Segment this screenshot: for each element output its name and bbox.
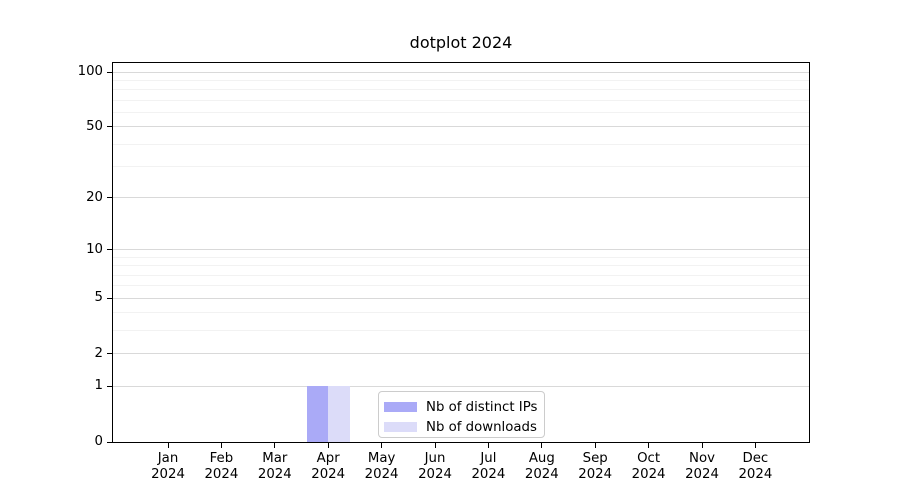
x-tick-month: May xyxy=(367,451,396,466)
y-tick-mark xyxy=(107,249,112,251)
x-tick-label: Nov 2024 xyxy=(670,451,734,483)
x-tick-mark xyxy=(220,443,222,448)
x-tick-label: Feb 2024 xyxy=(189,451,253,483)
y-tick-mark xyxy=(107,197,112,199)
x-tick-month: Jun xyxy=(424,451,446,466)
minor-gridline xyxy=(113,99,809,101)
x-tick-month: Jul xyxy=(480,451,497,466)
x-tick-mark xyxy=(754,443,756,448)
minor-gridline xyxy=(113,330,809,332)
x-tick-year: 2024 xyxy=(524,467,559,482)
x-tick-month: Apr xyxy=(316,451,340,466)
x-tick-month: Oct xyxy=(637,451,661,466)
x-tick-mark xyxy=(434,443,436,448)
x-tick-month: Dec xyxy=(742,451,769,466)
minor-gridline xyxy=(113,274,809,276)
y-tick-mark xyxy=(107,441,112,443)
x-tick-label: Oct 2024 xyxy=(617,451,681,483)
legend-label: Nb of downloads xyxy=(426,419,537,435)
x-tick-label: Jul 2024 xyxy=(456,451,520,483)
x-tick-year: 2024 xyxy=(578,467,613,482)
legend-entry: Nb of downloads xyxy=(384,417,544,437)
minor-gridline xyxy=(113,143,809,145)
legend-swatch xyxy=(384,422,417,432)
minor-gridline xyxy=(113,79,809,81)
y-tick-label: 1 xyxy=(94,378,103,394)
major-gridline xyxy=(113,297,809,299)
x-tick-mark xyxy=(487,443,489,448)
x-tick-label: Apr 2024 xyxy=(296,451,360,483)
minor-gridline xyxy=(113,285,809,287)
chart-title: dotplot 2024 xyxy=(409,33,513,52)
x-tick-year: 2024 xyxy=(151,467,185,482)
major-gridline xyxy=(113,385,809,387)
bar-nb-of-downloads-apr xyxy=(328,386,350,442)
y-tick-mark xyxy=(107,71,112,73)
y-tick-label: 2 xyxy=(94,345,103,361)
x-tick-label: May 2024 xyxy=(350,451,414,483)
legend-swatch xyxy=(384,402,417,412)
x-tick-label: Aug 2024 xyxy=(510,451,574,483)
x-tick-year: 2024 xyxy=(418,467,452,482)
x-tick-month: Sep xyxy=(582,451,608,466)
y-tick-mark xyxy=(107,126,112,128)
x-tick-label: Dec 2024 xyxy=(723,451,787,483)
major-gridline xyxy=(113,71,809,73)
minor-gridline xyxy=(113,312,809,314)
x-tick-year: 2024 xyxy=(631,467,666,482)
x-tick-label: Jun 2024 xyxy=(403,451,467,483)
x-tick-label: Sep 2024 xyxy=(563,451,627,483)
y-tick-mark xyxy=(107,297,112,299)
legend-label: Nb of distinct IPs xyxy=(426,399,538,415)
y-tick-label: 50 xyxy=(86,118,103,134)
major-gridline xyxy=(113,249,809,251)
y-tick-mark xyxy=(107,385,112,387)
x-tick-month: Feb xyxy=(209,451,234,466)
x-tick-mark xyxy=(594,443,596,448)
x-tick-mark xyxy=(541,443,543,448)
x-tick-mark xyxy=(381,443,383,448)
x-tick-mark xyxy=(274,443,276,448)
minor-gridline xyxy=(113,166,809,168)
x-tick-mark xyxy=(167,443,169,448)
x-tick-month: Jan xyxy=(157,451,179,466)
minor-gridline xyxy=(113,111,809,113)
y-tick-mark xyxy=(107,353,112,355)
legend-entry: Nb of distinct IPs xyxy=(384,397,544,417)
bar-nb-of-distinct-ips-apr xyxy=(306,386,329,442)
x-tick-year: 2024 xyxy=(471,467,506,482)
x-tick-month: Nov xyxy=(689,451,715,466)
minor-gridline xyxy=(113,265,809,267)
x-tick-year: 2024 xyxy=(204,467,239,482)
x-tick-label: Mar 2024 xyxy=(243,451,307,483)
x-tick-mark xyxy=(648,443,650,448)
x-tick-label: Jan 2024 xyxy=(136,451,200,483)
major-gridline xyxy=(113,126,809,128)
minor-gridline xyxy=(113,256,809,258)
legend: Nb of distinct IPs Nb of downloads xyxy=(378,391,545,438)
x-tick-year: 2024 xyxy=(257,467,292,482)
minor-gridline xyxy=(113,89,809,91)
y-tick-label: 10 xyxy=(86,241,103,257)
y-tick-label: 5 xyxy=(94,290,103,306)
x-tick-year: 2024 xyxy=(738,467,773,482)
x-tick-year: 2024 xyxy=(685,467,719,482)
y-tick-label: 20 xyxy=(86,189,103,205)
plot-area: Nb of distinct IPs Nb of downloads xyxy=(112,62,810,443)
x-tick-month: Aug xyxy=(528,451,555,466)
x-tick-year: 2024 xyxy=(364,467,399,482)
x-tick-month: Mar xyxy=(262,451,288,466)
y-tick-label: 0 xyxy=(94,434,103,449)
x-tick-mark xyxy=(701,443,703,448)
y-tick-label: 100 xyxy=(77,64,103,79)
major-gridline xyxy=(113,353,809,355)
x-tick-year: 2024 xyxy=(311,467,346,482)
x-tick-mark xyxy=(327,443,329,448)
major-gridline xyxy=(113,197,809,199)
